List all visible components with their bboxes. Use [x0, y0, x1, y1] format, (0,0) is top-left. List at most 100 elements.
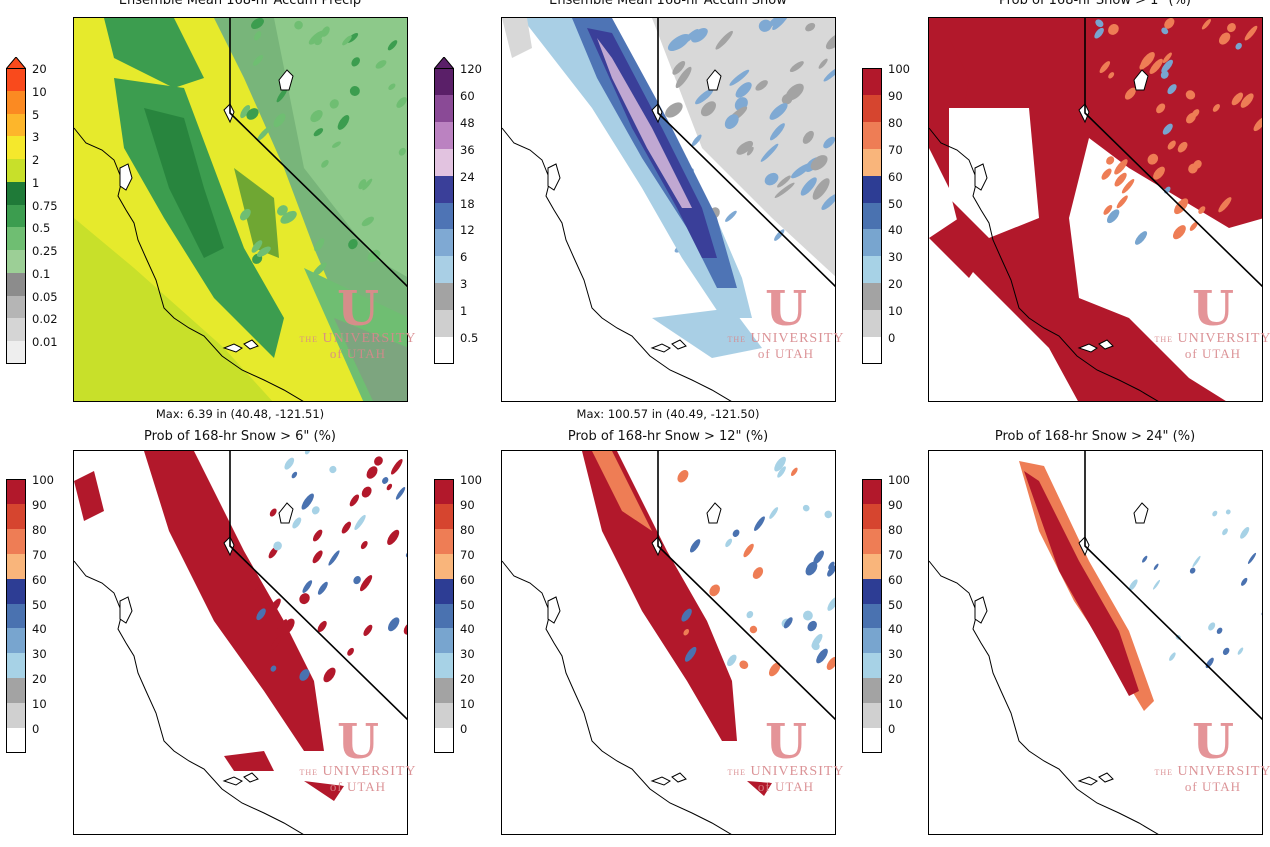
colorbar-swatch: [434, 479, 454, 505]
colorbar-swatch: [6, 578, 26, 605]
colorbar-swatch: [6, 181, 26, 206]
colorbar-swatch: [6, 628, 26, 654]
colorbar-tick-label: 20: [32, 62, 47, 76]
map-plot: [73, 450, 408, 835]
colorbar-tick-label: 18: [460, 196, 475, 211]
map-panel: Prob of 168-hr Snow > 12" (%) U THE UNIVE…: [428, 427, 848, 847]
colorbar-tick-label: 0.25: [32, 244, 58, 259]
colorbar-tick-label: 10: [888, 304, 903, 319]
colorbar-tick-label: 100: [888, 473, 910, 487]
colorbar-extend-arrow: [434, 57, 454, 69]
colorbar-swatch: [6, 250, 26, 274]
colorbar-swatch: [862, 578, 882, 605]
map-plot: [73, 17, 408, 402]
colorbar-swatch: [862, 68, 882, 96]
map-plot: [928, 17, 1263, 402]
colorbar-tick-label: 40: [888, 223, 903, 238]
panel-title: Ensemble Mean 168-hr Accum Snow: [549, 0, 787, 8]
max-caption: Max: 100.57 in (40.49, -121.50): [576, 407, 760, 421]
colorbar-swatch: [434, 728, 454, 754]
colorbar-swatch: [434, 578, 454, 605]
colorbar-swatch: [6, 341, 26, 365]
colorbar-swatch: [6, 204, 26, 228]
university-watermark: U THE UNIVERSITY of UTAH: [288, 285, 428, 361]
colorbar-tick-label: 6: [460, 250, 468, 265]
map-graphic: [929, 18, 1262, 401]
colorbar-swatch: [434, 256, 454, 284]
university-watermark: U THE UNIVERSITY of UTAH: [716, 718, 856, 794]
colorbar-swatch: [862, 653, 882, 679]
panel-title: Prob of 168-hr Snow > 24" (%): [994, 429, 1196, 444]
colorbar-tick-label: 0.01: [32, 335, 58, 350]
colorbar-tick-label: 3: [32, 130, 40, 145]
map-panel: Ensemble Mean 168-hr Accum Snow U THE UNI…: [428, 0, 848, 421]
panel-title: Prob of 168-hr Snow > 12" (%): [567, 429, 769, 444]
watermark-utah: of UTAH: [757, 779, 815, 794]
colorbar-tick-label: 1: [32, 175, 40, 190]
colorbar-swatch: [6, 653, 26, 679]
colorbar-tick-label: 100: [460, 473, 482, 487]
colorbar-swatch: [434, 68, 454, 96]
colorbar-tick-label: 10: [32, 84, 47, 99]
colorbar-tick-label: 1: [460, 304, 468, 319]
colorbar-tick-label: 10: [32, 697, 47, 712]
map-graphic: [502, 18, 835, 401]
colorbar-tick-label: 20: [888, 672, 903, 687]
colorbar-tick-label: 30: [460, 647, 475, 662]
colorbar-tick-label: 80: [888, 115, 903, 130]
colorbar-tick-label: 24: [460, 169, 475, 184]
colorbar-tick-label: 70: [460, 547, 475, 562]
colorbar-tick-label: 12: [460, 223, 475, 238]
colorbar-tick-label: 50: [460, 597, 475, 612]
colorbar-swatch: [6, 113, 26, 137]
colorbar-tick-label: 40: [460, 622, 475, 637]
colorbar-tick-label: 48: [460, 115, 475, 130]
colorbar-tick-label: 60: [32, 572, 47, 587]
colorbar-swatch: [434, 653, 454, 679]
colorbar-swatch: [434, 703, 454, 729]
colorbar-swatch: [434, 310, 454, 338]
map-panel: Ensemble Mean 168-hr Accum Precip U THE U…: [0, 0, 420, 421]
colorbar-tick-label: 5: [32, 107, 40, 122]
colorbar-tick-label: 90: [888, 497, 903, 512]
colorbar-swatch: [862, 678, 882, 704]
colorbar-tick-label: 50: [888, 597, 903, 612]
colorbar-tick-label: 0.5: [32, 221, 51, 236]
colorbar-tick-label: 90: [888, 88, 903, 103]
watermark-utah: of UTAH: [1184, 346, 1242, 361]
colorbar-tick-label: 0.1: [32, 266, 51, 281]
colorbar-swatch: [6, 503, 26, 530]
colorbar-swatch: [862, 503, 882, 530]
colorbar-swatch: [434, 283, 454, 311]
map-panel: Prob of 168-hr Snow > 6" (%) U THE UNIVER…: [0, 427, 420, 847]
colorbar-swatch: [862, 310, 882, 338]
max-caption: Max: 6.39 in (40.48, -121.51): [155, 407, 325, 421]
colorbar-tick-label: 90: [460, 497, 475, 512]
colorbar-swatch: [862, 256, 882, 284]
colorbar-swatch: [434, 148, 454, 177]
watermark-utah: of UTAH: [329, 779, 387, 794]
university-watermark: U THE UNIVERSITY of UTAH: [1143, 285, 1270, 361]
colorbar-swatch: [862, 479, 882, 505]
colorbar-swatch: [862, 528, 882, 555]
colorbar-swatch: [6, 159, 26, 183]
colorbar-swatch: [862, 229, 882, 257]
colorbar-tick-label: 0: [32, 722, 40, 737]
panel-title: Ensemble Mean 168-hr Accum Precip: [118, 0, 362, 8]
colorbar-tick-label: 20: [460, 672, 475, 687]
colorbar-swatch: [862, 728, 882, 754]
colorbar-swatch: [6, 479, 26, 505]
colorbar-tick-label: 30: [888, 647, 903, 662]
colorbar-tick-label: 50: [32, 597, 47, 612]
colorbar-tick-label: 70: [888, 547, 903, 562]
watermark-utah: of UTAH: [1184, 779, 1242, 794]
colorbar-tick-label: 90: [32, 497, 47, 512]
colorbar-tick-label: 60: [888, 169, 903, 184]
colorbar-swatch: [6, 90, 26, 115]
colorbar-swatch: [862, 703, 882, 729]
watermark-utah: of UTAH: [329, 346, 387, 361]
map-graphic: [929, 451, 1262, 834]
colorbar-swatch: [434, 553, 454, 580]
colorbar-extend-arrow: [6, 57, 26, 69]
watermark-university: THE UNIVERSITY: [1154, 764, 1270, 779]
